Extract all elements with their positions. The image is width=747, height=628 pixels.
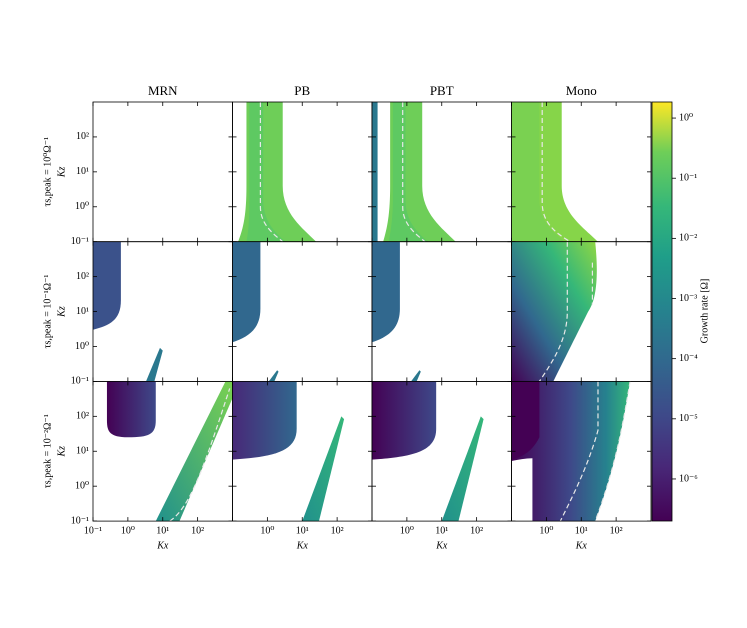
contour-line bbox=[170, 388, 230, 521]
contour-panel bbox=[372, 381, 484, 522]
contour-region bbox=[232, 241, 261, 343]
x-tick-label: 10¹ bbox=[575, 525, 588, 536]
x-axis-label: Kx bbox=[435, 540, 448, 551]
contour-panel bbox=[238, 102, 316, 242]
contour-line bbox=[403, 102, 425, 242]
contour-shapes bbox=[106, 381, 233, 522]
contour-region bbox=[372, 381, 437, 460]
row-label: τs,peak = 10⁻²Ω⁻¹ bbox=[42, 414, 53, 488]
x-tick-label: 10⁰ bbox=[539, 525, 553, 536]
contour-region bbox=[411, 370, 421, 382]
contour-region bbox=[511, 102, 565, 242]
x-tick-label: 10⁰ bbox=[260, 525, 274, 536]
contour-region bbox=[106, 381, 156, 438]
colorbar-tick-label: 10⁻³ bbox=[679, 293, 697, 304]
y-tick-label: 10⁻¹ bbox=[71, 376, 89, 387]
contour-panel bbox=[93, 241, 163, 382]
contour-line bbox=[260, 102, 282, 242]
contour-panel bbox=[511, 381, 631, 522]
row-label: τs,peak = 10⁰Ω⁻¹ bbox=[42, 137, 53, 207]
colorbar-tick-label: 10⁻¹ bbox=[679, 173, 697, 184]
contour-region bbox=[146, 347, 163, 382]
y-axis-label: Kz bbox=[56, 166, 67, 178]
column-title: MRN bbox=[148, 83, 178, 98]
contour-panel bbox=[106, 381, 233, 522]
colorbar-tick-label: 10⁻⁵ bbox=[679, 413, 698, 424]
x-tick-label: 10¹ bbox=[435, 525, 448, 536]
contour-region bbox=[155, 381, 233, 522]
contour-shapes bbox=[232, 381, 345, 522]
x-tick-label: 10² bbox=[331, 525, 344, 536]
contour-region bbox=[372, 241, 400, 343]
x-tick-label: 10² bbox=[470, 525, 483, 536]
column-title: PBT bbox=[430, 83, 454, 98]
contour-region bbox=[232, 381, 297, 460]
x-tick-label: 10² bbox=[191, 525, 204, 536]
y-tick-label: 10¹ bbox=[76, 306, 89, 317]
y-tick-label: 10⁻¹ bbox=[71, 515, 89, 526]
y-axis-label: Kz bbox=[56, 446, 67, 458]
contour-panel bbox=[372, 241, 421, 382]
contour-shapes bbox=[232, 241, 279, 382]
y-tick-label: 10² bbox=[76, 131, 89, 142]
contour-region bbox=[511, 381, 540, 460]
contour-region bbox=[246, 102, 286, 242]
contour-shapes bbox=[238, 102, 316, 242]
y-tick-label: 10⁻¹ bbox=[71, 236, 89, 247]
contour-panel bbox=[511, 241, 597, 382]
contour-shapes bbox=[511, 241, 597, 382]
contour-line bbox=[560, 381, 598, 521]
colorbar-tick-label: 10⁻⁶ bbox=[679, 473, 698, 484]
x-tick-label: 10⁻¹ bbox=[84, 525, 102, 536]
y-tick-label: 10² bbox=[76, 411, 89, 422]
column-title: Mono bbox=[566, 83, 597, 98]
colorbar-tick-label: 10⁻² bbox=[679, 233, 697, 244]
y-tick-label: 10² bbox=[76, 271, 89, 282]
contour-shapes bbox=[511, 381, 631, 522]
contour-region bbox=[511, 381, 631, 522]
column-title: PB bbox=[294, 83, 310, 98]
x-tick-label: 10² bbox=[610, 525, 623, 536]
y-tick-label: 10⁰ bbox=[75, 341, 89, 352]
x-tick-label: 10⁰ bbox=[121, 525, 135, 536]
contour-line bbox=[595, 381, 630, 521]
x-axis-label: Kx bbox=[296, 540, 309, 551]
y-tick-label: 10⁰ bbox=[75, 480, 89, 491]
contour-line bbox=[539, 242, 567, 382]
x-axis-label: Kx bbox=[156, 540, 169, 551]
colorbar-tick-label: 10⁰ bbox=[679, 112, 693, 123]
contour-shapes bbox=[372, 381, 484, 522]
contour-panel bbox=[511, 102, 598, 242]
contour-region bbox=[511, 241, 597, 382]
contour-shapes bbox=[372, 241, 421, 382]
y-tick-label: 10⁰ bbox=[75, 201, 89, 212]
contour-panel bbox=[232, 381, 345, 522]
contour-shapes bbox=[372, 102, 456, 242]
contour-shapes bbox=[511, 102, 598, 242]
contour-region bbox=[268, 370, 279, 382]
x-tick-label: 10¹ bbox=[156, 525, 169, 536]
contour-panel bbox=[232, 241, 279, 382]
y-axis-label: Kz bbox=[56, 306, 67, 318]
contour-region bbox=[441, 416, 484, 522]
contour-region bbox=[93, 241, 121, 330]
contour-shapes bbox=[93, 241, 163, 382]
colorbar-label: Growth rate [Ω] bbox=[699, 279, 710, 344]
x-tick-label: 10¹ bbox=[296, 525, 309, 536]
x-tick-label: 10⁰ bbox=[400, 525, 414, 536]
panel-frame bbox=[92, 101, 233, 243]
contour-panel bbox=[372, 102, 456, 242]
contour-region bbox=[388, 102, 428, 242]
y-tick-label: 10¹ bbox=[76, 446, 89, 457]
y-tick-label: 10¹ bbox=[76, 166, 89, 177]
contour-region bbox=[302, 416, 345, 522]
contour-line bbox=[542, 102, 570, 242]
row-label: τs,peak = 10⁻¹Ω⁻¹ bbox=[42, 275, 53, 349]
x-axis-label: Kx bbox=[575, 540, 588, 551]
colorbar bbox=[651, 101, 673, 522]
colorbar-tick-label: 10⁻⁴ bbox=[679, 353, 698, 364]
